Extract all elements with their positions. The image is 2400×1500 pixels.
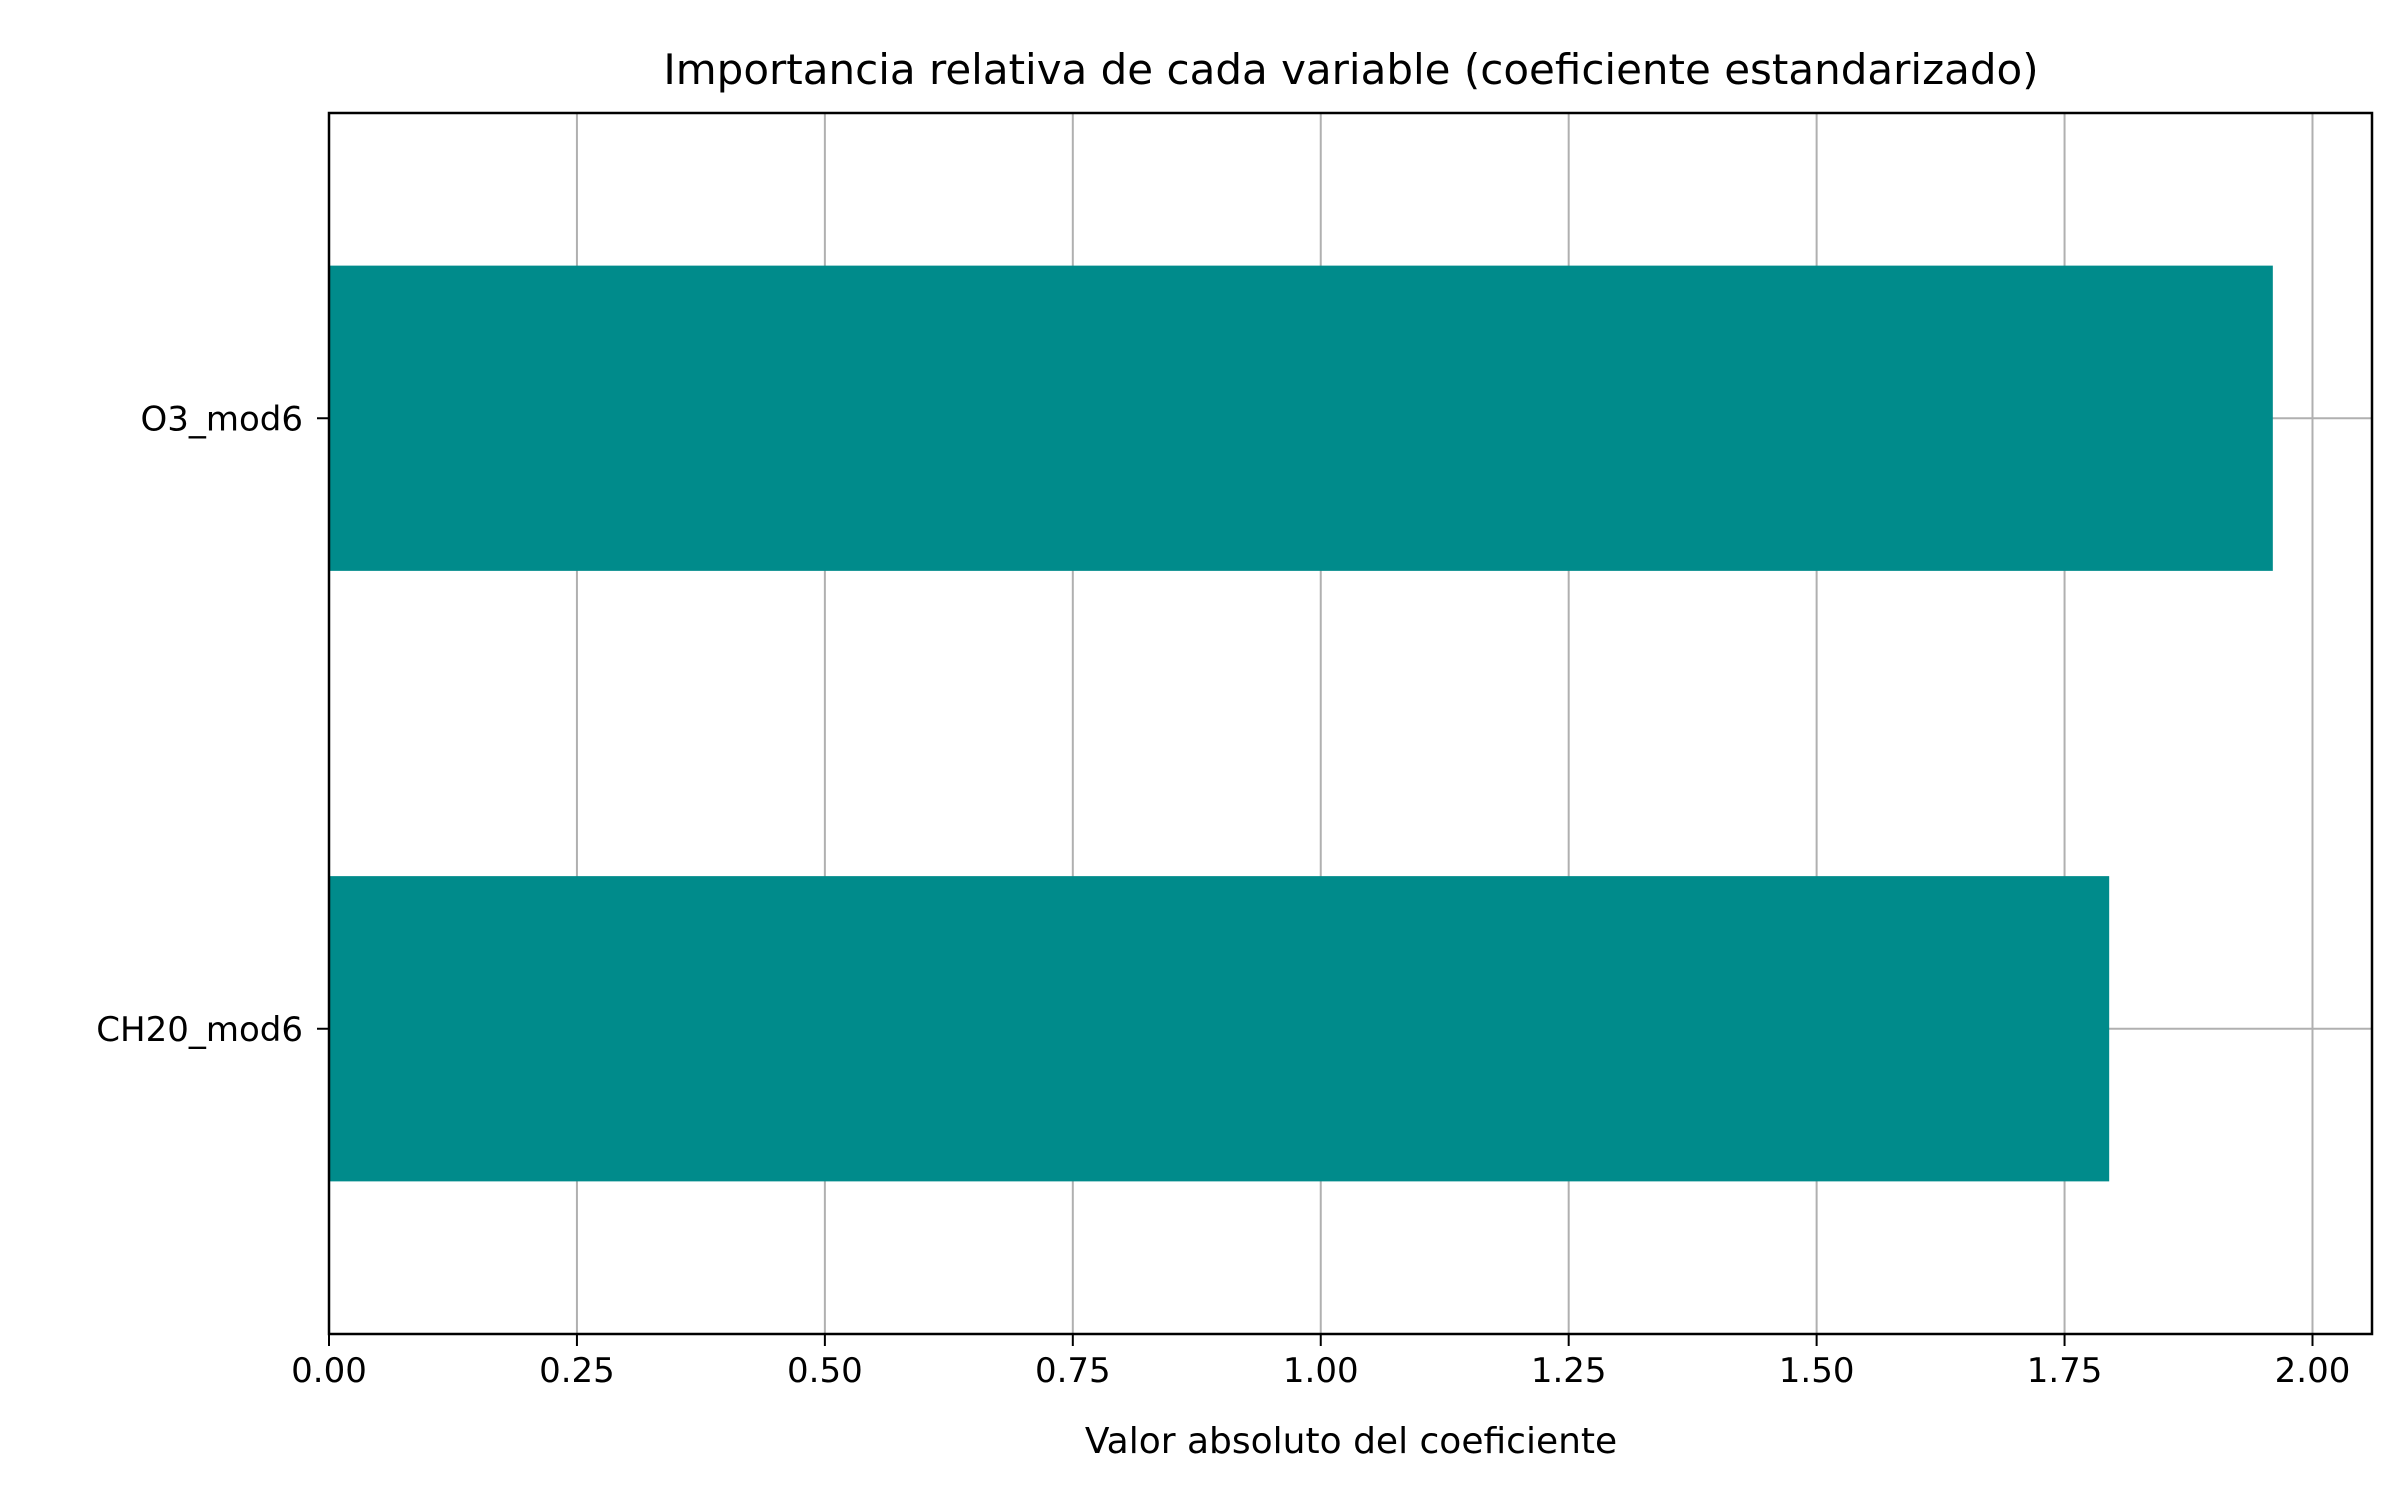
x-tick-label: 0.00 [291,1351,367,1391]
x-tick-label: 0.25 [539,1351,615,1391]
bar-o3-mod6 [329,265,2273,571]
y-axis-ticks: O3_mod6 CH20_mod6 [96,399,329,1050]
x-tick-label: 1.00 [1283,1351,1359,1391]
y-tick-label: CH20_mod6 [96,1010,303,1050]
x-tick-label: 0.75 [1035,1351,1111,1391]
chart-title: Importancia relativa de cada variable (c… [663,45,2038,94]
x-tick-label: 1.75 [2027,1351,2103,1391]
x-tick-label: 1.25 [1531,1351,1607,1391]
y-tick-label: O3_mod6 [140,399,303,439]
x-tick-label: 2.00 [2275,1351,2351,1391]
x-tick-label: 0.50 [787,1351,863,1391]
x-axis-label: Valor absoluto del coeficiente [1085,1421,1617,1462]
x-tick-label: 1.50 [1779,1351,1855,1391]
bar-ch20-mod6 [329,876,2110,1182]
x-axis-ticks: 0.00 0.25 0.50 0.75 1.00 1.25 1.50 1.75 2.00 [291,1334,2350,1391]
bars [329,265,2273,1182]
plot-frame [327,111,2374,1336]
